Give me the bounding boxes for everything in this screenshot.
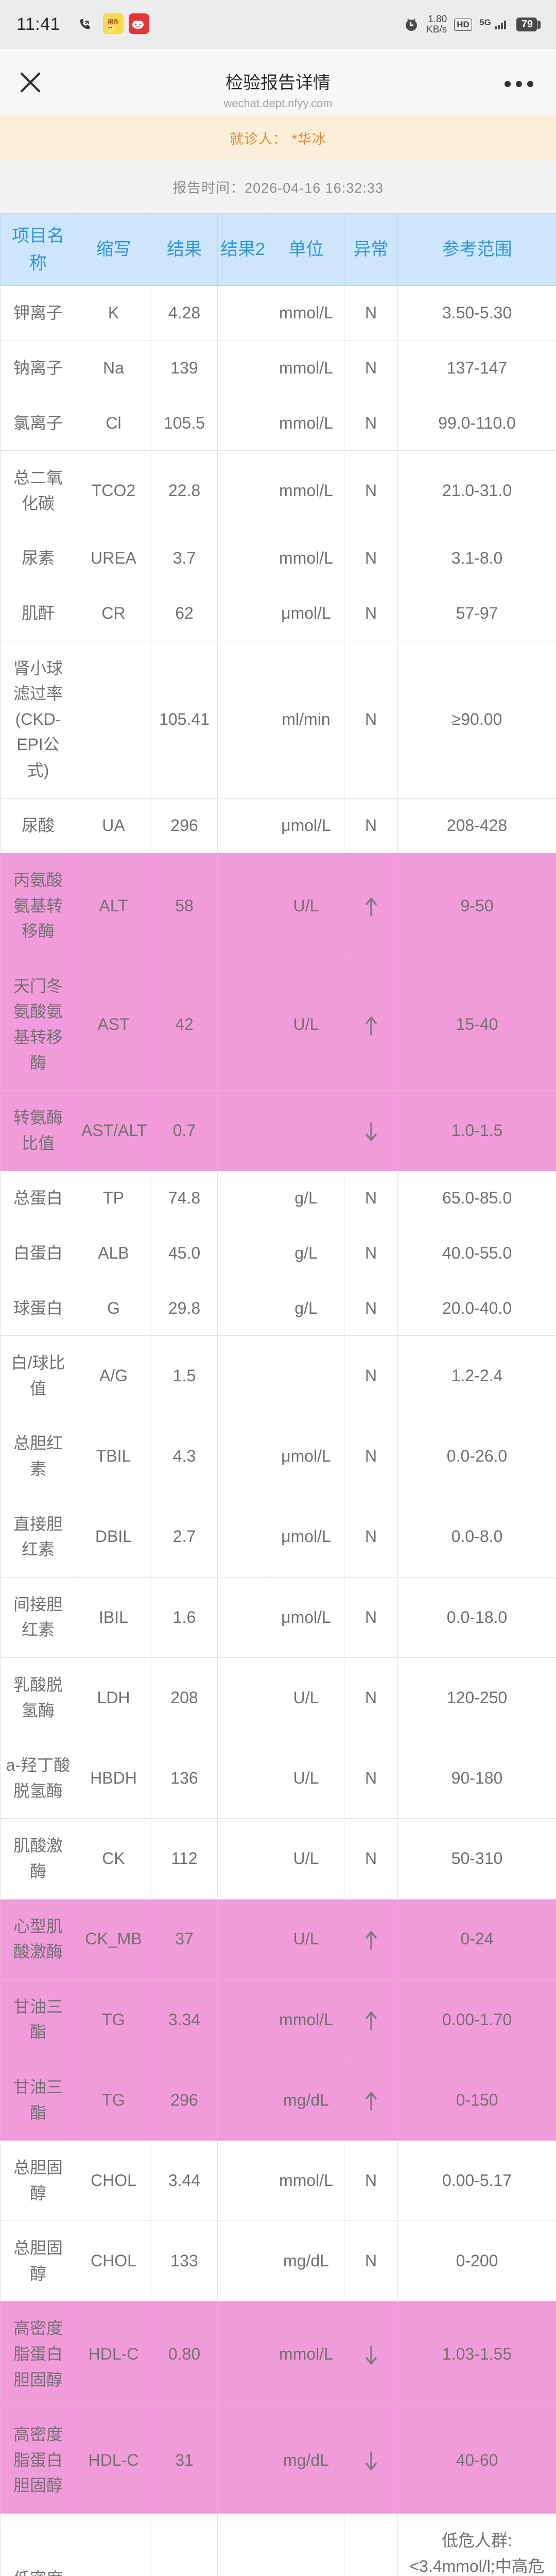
svg-text:闲鱼: 闲鱼 xyxy=(108,18,119,25)
svg-text:5G: 5G xyxy=(479,18,491,27)
